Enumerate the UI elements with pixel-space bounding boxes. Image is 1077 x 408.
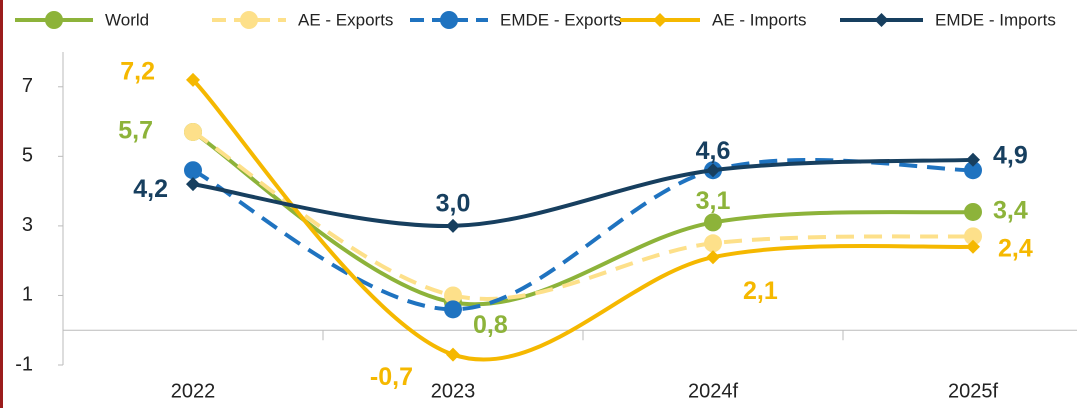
x-tick-label: 2024f xyxy=(688,380,738,402)
legend-label: EMDE - Exports xyxy=(500,10,622,29)
data-point xyxy=(964,227,982,246)
data-point xyxy=(184,161,202,180)
data-point xyxy=(964,202,982,221)
y-tick-label: 5 xyxy=(22,145,33,167)
series-line xyxy=(191,78,974,362)
data-point xyxy=(444,286,462,305)
legend-marker xyxy=(440,11,458,29)
y-tick-label: -1 xyxy=(15,353,33,375)
legend-marker xyxy=(653,13,667,27)
legend-marker xyxy=(240,11,258,29)
legend-marker xyxy=(45,11,63,29)
series-line xyxy=(192,157,974,228)
side-bar xyxy=(0,0,3,408)
y-tick-label: 1 xyxy=(22,284,33,306)
data-point xyxy=(966,152,980,167)
legend-label: AE - Exports xyxy=(298,10,393,29)
data-point xyxy=(186,72,200,87)
data-point xyxy=(704,213,722,232)
data-point xyxy=(184,122,202,141)
x-tick-label: 2023 xyxy=(431,380,476,402)
data-point xyxy=(966,239,980,254)
data-point xyxy=(444,300,462,319)
data-point xyxy=(186,177,200,192)
data-point xyxy=(706,163,720,178)
data-label: 4,9 xyxy=(993,141,1028,169)
legend-label: EMDE - Imports xyxy=(935,10,1056,29)
data-label: 4,6 xyxy=(696,137,731,165)
x-tick-label: 2025f xyxy=(948,380,998,402)
data-label: 3,0 xyxy=(436,189,471,217)
legend-marker xyxy=(874,13,889,27)
data-point xyxy=(446,347,460,362)
data-point xyxy=(446,218,460,233)
y-tick-label: 7 xyxy=(22,75,33,97)
data-label: 3,4 xyxy=(993,197,1028,225)
y-tick-label: 3 xyxy=(22,214,33,236)
data-point xyxy=(704,234,722,253)
data-point xyxy=(706,250,720,265)
data-label: 5,7 xyxy=(118,117,153,145)
data-point xyxy=(964,161,982,180)
data-label: 0,8 xyxy=(473,311,508,339)
x-tick-label: 2022 xyxy=(171,380,216,402)
legend-label: World xyxy=(105,10,149,29)
data-label: 2,1 xyxy=(743,277,778,305)
series-line xyxy=(192,157,974,312)
data-label: 3,1 xyxy=(696,187,731,215)
series-line xyxy=(191,130,974,301)
data-label: 7,2 xyxy=(120,57,155,85)
data-label: -0,7 xyxy=(370,363,413,391)
data-label: 2,4 xyxy=(998,234,1033,262)
legend-label: AE - Imports xyxy=(712,10,806,29)
data-label: 4,2 xyxy=(133,175,168,203)
